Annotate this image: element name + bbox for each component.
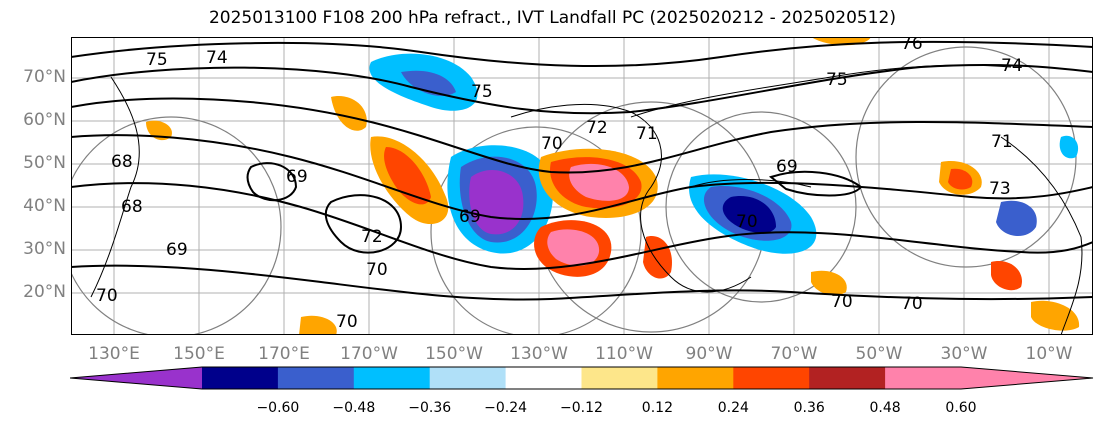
shading-negative	[369, 53, 1079, 254]
contour-label: 70	[366, 260, 388, 280]
contour-label: 74	[206, 48, 228, 68]
colorbar-tick-label: −0.48	[332, 400, 376, 416]
contour-label: 72	[361, 227, 383, 247]
lat-label: 60°N	[23, 110, 66, 130]
contours	[71, 40, 1093, 301]
contour-label: 69	[166, 240, 188, 260]
colorbar-tick-label: −0.24	[484, 400, 528, 416]
colorbar-arrow-left	[70, 367, 202, 389]
contour-label: 75	[826, 70, 848, 90]
lon-label: 150°E	[173, 344, 225, 364]
lon-label: 50°W	[855, 344, 903, 364]
contour-label: 70	[736, 212, 758, 232]
colorbar-segment	[202, 367, 279, 389]
lat-label: 30°N	[23, 239, 66, 259]
lon-label: 130°E	[88, 344, 140, 364]
lat-label: 40°N	[23, 196, 66, 216]
lon-label: 90°W	[685, 344, 733, 364]
lon-label: 170°E	[258, 344, 310, 364]
colorbar-tick-label: 0.60	[945, 400, 977, 416]
colorbar-segment	[885, 367, 962, 389]
colorbar-segment	[657, 367, 734, 389]
contour-label: 70	[336, 312, 358, 332]
colorbar-tick-label: −0.60	[256, 400, 300, 416]
colorbar-tick-label: 0.24	[717, 400, 749, 416]
colorbar-segment	[277, 367, 355, 389]
colorbar-segment	[505, 367, 582, 389]
contour-label: 75	[471, 82, 493, 102]
colorbar-tick-label: 0.48	[869, 400, 901, 416]
colorbar-segment	[809, 367, 886, 389]
contour-label: 75	[146, 50, 168, 70]
colorbar	[70, 366, 1094, 390]
contour-label: 72	[586, 118, 608, 138]
lon-label: 30°W	[940, 344, 988, 364]
contour-label: 71	[636, 124, 658, 144]
map-title: 2025013100 F108 200 hPa refract., IVT La…	[208, 8, 896, 28]
colorbar-tick-label: −0.12	[560, 400, 603, 416]
map-panel: 75 74 74 76 75 71 72 69 68 69 69 70 70 7…	[71, 37, 1093, 335]
colorbar-tick-label: 0.36	[793, 400, 825, 416]
contour-labels: 75 74 74 76 75 71 72 69 68 69 69 70 70 7…	[96, 37, 1023, 332]
colorbar-segment	[581, 367, 658, 389]
contour-label: 70	[541, 134, 563, 154]
colorbar-tick-label: 0.12	[641, 400, 673, 416]
colorbar-segment	[429, 367, 507, 389]
contour-label: 69	[776, 157, 798, 177]
lon-label: 130°W	[510, 344, 568, 364]
lon-label: 150°W	[425, 344, 483, 364]
contour-label: 68	[121, 197, 143, 217]
contour-label: 71	[991, 132, 1013, 152]
contour-label: 70	[96, 286, 118, 306]
lat-label: 20°N	[23, 282, 66, 302]
colorbar-segment	[733, 367, 810, 389]
contour-label: 69	[459, 207, 481, 227]
lat-label: 70°N	[23, 67, 66, 87]
lat-label: 50°N	[23, 153, 66, 173]
contour-label: 70	[831, 292, 853, 312]
contour-label: 73	[989, 179, 1011, 199]
contour-label: 69	[286, 167, 308, 187]
colorbar-arrow-right	[961, 367, 1093, 389]
contour-label: 74	[1001, 56, 1023, 76]
lon-label: 70°W	[770, 344, 818, 364]
colorbar-tick-label: −0.36	[408, 400, 452, 416]
contour-label: 68	[111, 152, 133, 172]
lon-label: 110°W	[595, 344, 653, 364]
contour-label: 76	[901, 37, 923, 54]
lon-label: 10°W	[1025, 344, 1073, 364]
lon-label: 170°W	[340, 344, 398, 364]
contour-label: 70	[901, 294, 923, 314]
colorbar-segment	[353, 367, 431, 389]
